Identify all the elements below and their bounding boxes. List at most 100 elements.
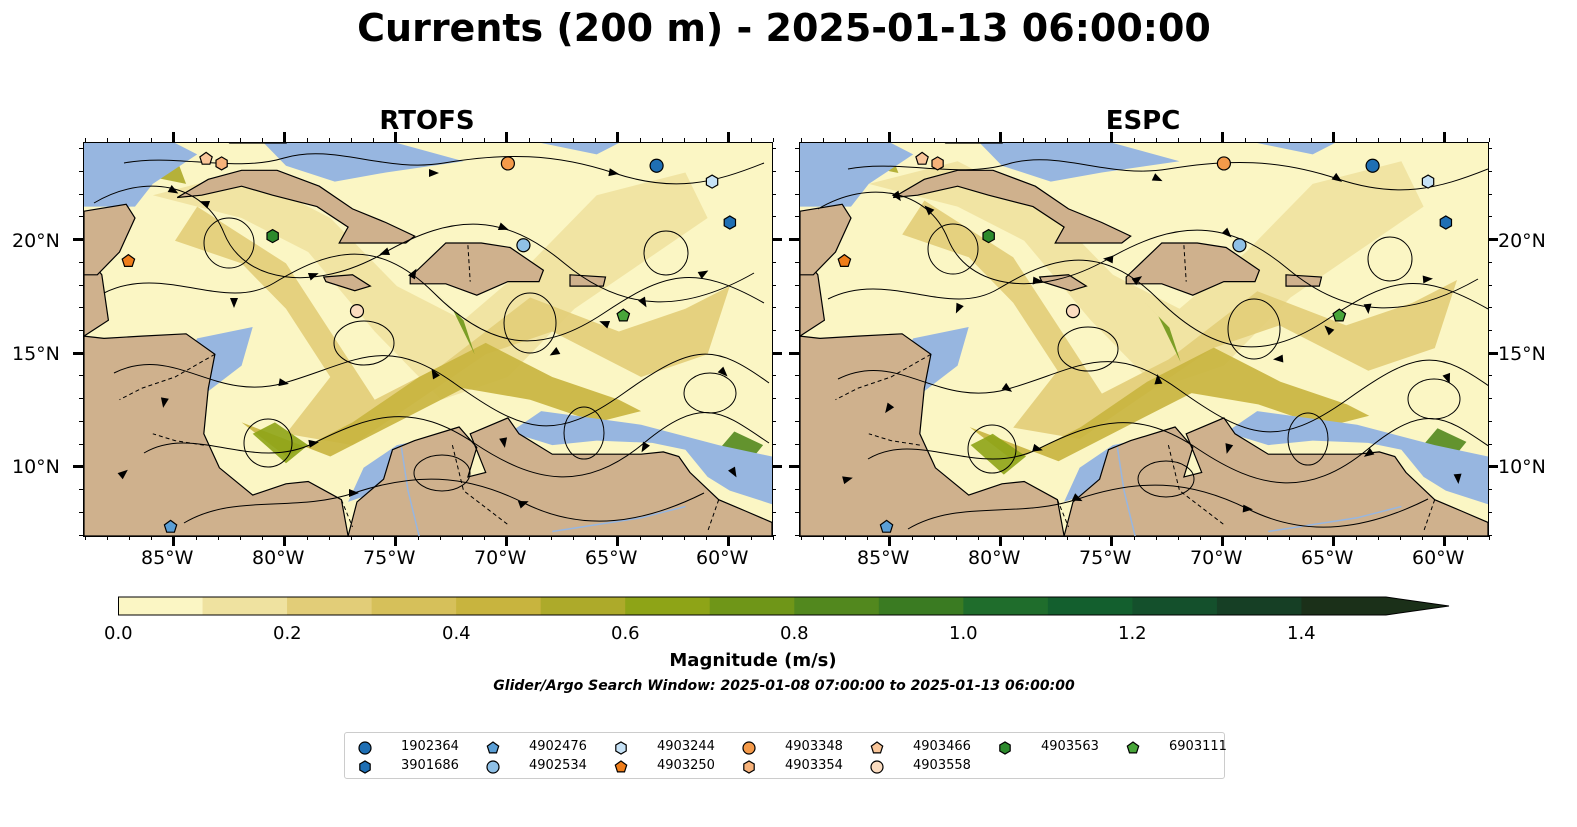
current-magnitude-contour <box>970 433 1026 475</box>
axis-tick <box>1110 132 1114 142</box>
colorbar-segment <box>118 597 204 615</box>
axis-tick <box>772 193 776 195</box>
streamline-arrow <box>499 437 508 448</box>
streamline-arrow <box>1001 382 1013 392</box>
axis-tick <box>772 420 776 422</box>
axis-tick <box>772 284 776 286</box>
streamline <box>123 153 765 185</box>
country-border <box>1423 499 1436 532</box>
streamline <box>503 292 557 354</box>
streamline-arrow <box>1442 372 1451 384</box>
axis-tick <box>706 536 708 540</box>
axis-tick <box>795 216 799 218</box>
country-border <box>868 433 920 446</box>
lon-label-70-right: 70°W <box>1190 547 1243 569</box>
colorbar-segment <box>456 597 542 615</box>
axis-tick <box>84 536 86 540</box>
country-border <box>835 353 932 401</box>
axis-tick <box>727 536 731 546</box>
river <box>552 505 686 533</box>
marker-icon <box>743 760 755 774</box>
country-border <box>1167 444 1225 525</box>
axis-tick <box>505 132 509 142</box>
country-border <box>1056 499 1069 528</box>
axis-tick <box>73 351 83 355</box>
axis-tick <box>572 536 574 540</box>
map-panel-espc[interactable] <box>799 142 1489 537</box>
axis-tick <box>79 420 83 422</box>
lon-label-65-right: 65°W <box>1301 547 1354 569</box>
map-panel-rtofs[interactable] <box>83 142 773 537</box>
axis-tick <box>1399 138 1401 142</box>
axis-tick <box>106 536 108 540</box>
country-border <box>340 499 353 528</box>
axis-tick <box>822 536 824 540</box>
figure-title: Currents (200 m) - 2025-01-13 06:00:00 <box>357 6 1211 50</box>
streamline-arrow <box>955 302 964 314</box>
current-magnitude-contour <box>969 347 1370 462</box>
axis-tick <box>528 536 530 540</box>
axis-tick <box>1200 536 1202 540</box>
streamline-arrow <box>1422 275 1433 284</box>
axis-tick <box>706 138 708 142</box>
axis-tick <box>1266 536 1268 540</box>
platform-marker-4903244 <box>705 174 719 189</box>
axis-tick <box>79 148 83 150</box>
axis-tick <box>789 351 799 355</box>
platform-marker-3901686 <box>723 215 737 230</box>
axis-tick <box>1311 536 1313 540</box>
map-rtofs-svg <box>84 143 772 536</box>
axis-tick <box>79 171 83 173</box>
axis-tick <box>911 138 913 142</box>
streamline <box>203 217 255 269</box>
platform-marker-3901686 <box>1439 215 1453 230</box>
axis-tick <box>888 536 892 546</box>
axis-tick <box>800 138 802 142</box>
axis-tick <box>595 138 597 142</box>
streamline-arrow <box>408 268 417 280</box>
marker-icon <box>486 760 500 774</box>
axis-tick <box>79 330 83 332</box>
axis-tick <box>505 536 509 546</box>
platform-marker-4903348 <box>500 156 515 171</box>
axis-tick <box>772 216 776 218</box>
axis-tick <box>462 536 463 540</box>
streamline-arrow <box>349 489 359 497</box>
axis-tick <box>439 138 441 142</box>
axis-tick <box>1067 138 1069 142</box>
axis-tick <box>772 375 776 377</box>
axis-tick <box>1089 138 1091 142</box>
axis-tick <box>795 148 799 150</box>
axis-tick <box>1288 536 1290 540</box>
axis-tick <box>172 536 176 546</box>
platform-marker-4903563 <box>266 228 279 244</box>
lat-label-20-right: 20°N <box>1498 230 1546 252</box>
axis-tick <box>772 511 776 513</box>
streamline-arrow <box>1363 303 1372 314</box>
axis-tick <box>1377 138 1379 142</box>
axis-tick <box>1488 443 1492 445</box>
axis-tick <box>79 375 83 377</box>
axis-tick <box>1044 138 1046 142</box>
axis-tick <box>795 511 799 513</box>
axis-tick <box>795 171 799 173</box>
platform-marker-4903563 <box>982 228 995 244</box>
streamline-arrow <box>1131 276 1143 286</box>
streamline-arrow <box>117 469 128 480</box>
axis-tick <box>1443 536 1447 546</box>
axis-tick <box>328 536 330 540</box>
axis-tick <box>1443 132 1447 142</box>
streamline-arrow <box>1071 493 1083 502</box>
axis-tick <box>661 536 663 540</box>
axis-tick <box>845 138 847 142</box>
streamline <box>183 478 705 524</box>
streamline-arrow <box>1154 374 1163 385</box>
land-mass <box>84 251 349 536</box>
axis-tick <box>956 536 958 540</box>
streamline <box>643 230 689 276</box>
axis-tick <box>1022 138 1024 142</box>
streamline-arrow <box>717 366 728 377</box>
colorbar-segment <box>709 597 795 615</box>
streamline-arrow <box>1151 173 1163 182</box>
lon-label-75-left: 75°W <box>363 547 416 569</box>
